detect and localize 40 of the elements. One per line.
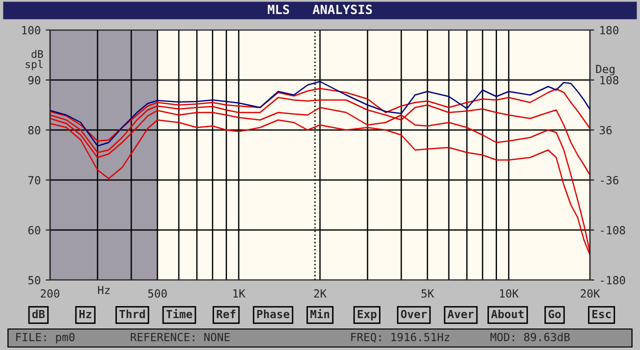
- text: Go: [548, 310, 561, 318]
- y2-tick-label: -180: [600, 276, 626, 284]
- y2-tick-label: 108: [600, 76, 618, 84]
- text: Min: [310, 309, 330, 318]
- y2-tick-label: 180: [600, 26, 618, 34]
- text: Esc: [592, 310, 611, 318]
- y-tick-label: 50: [28, 276, 40, 284]
- text: Exp: [358, 310, 376, 320]
- x-tick-label: 5K: [422, 289, 434, 298]
- text: MOD: 89.63dB: [490, 332, 570, 342]
- text: REFERENCE: NONE: [130, 332, 230, 342]
- y2-tick-label: -108: [600, 226, 626, 234]
- y2-axis-title: Deg: [596, 64, 614, 76]
- text: Aver: [448, 310, 474, 318]
- text: Ref: [216, 310, 236, 318]
- text: dB: [32, 310, 45, 318]
- text: About: [491, 310, 524, 318]
- text: Thrd: [119, 310, 145, 318]
- x-tick-label: 20K: [580, 289, 600, 298]
- text: FREQ: 1916.51Hz: [351, 332, 450, 343]
- y-axis-title: dB spl: [26, 50, 44, 70]
- x-tick-label: 200: [40, 289, 60, 298]
- y-tick-label: 90: [28, 76, 40, 84]
- x-axis-title: Hz: [98, 286, 110, 294]
- text: Over: [400, 310, 427, 318]
- text: Time: [166, 309, 192, 318]
- x-tick-label: 1K: [233, 289, 246, 298]
- text: Hz: [79, 310, 92, 318]
- x-tick-label: 10K: [500, 289, 519, 298]
- y-tick-label: 70: [28, 176, 40, 184]
- x-tick-label: 500: [148, 289, 167, 298]
- text: Phase: [257, 310, 290, 318]
- y-tick-label: 100: [22, 26, 40, 34]
- y2-tick-label: 36: [600, 126, 612, 134]
- x-tick-label: 2K: [314, 289, 327, 298]
- y-tick-label: 80: [28, 126, 40, 134]
- chart-title: MLS ANALYSIS: [268, 4, 372, 14]
- y-tick-label: 60: [28, 226, 40, 234]
- y2-tick-label: -36: [600, 176, 618, 184]
- text: FILE: pm0: [16, 332, 74, 344]
